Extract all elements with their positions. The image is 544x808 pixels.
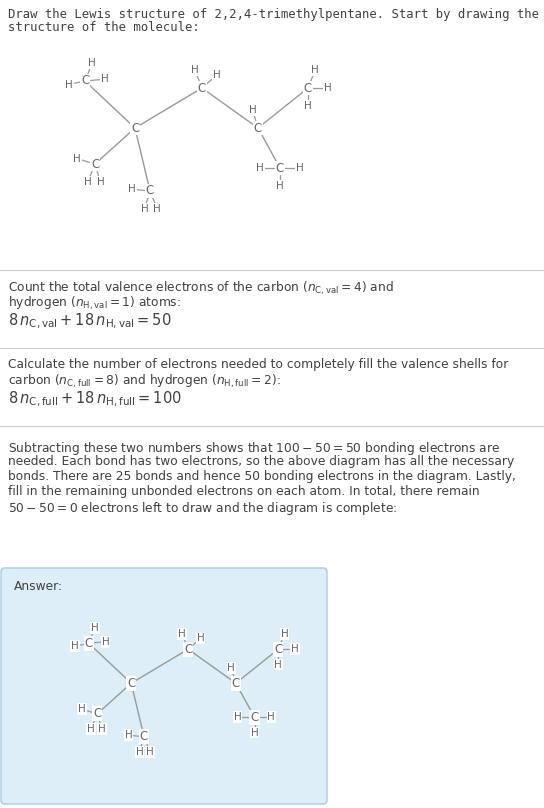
Text: fill in the remaining unbonded electrons on each atom. In total, there remain: fill in the remaining unbonded electrons…	[8, 485, 480, 498]
Text: H: H	[101, 74, 109, 84]
Text: H: H	[96, 177, 104, 187]
Text: H: H	[102, 637, 109, 646]
Text: H: H	[88, 58, 96, 68]
Text: C: C	[304, 82, 312, 95]
Text: H: H	[78, 705, 86, 714]
Text: C: C	[81, 74, 89, 87]
Text: Subtracting these two numbers shows that $100 - 50 = 50$ bonding electrons are: Subtracting these two numbers shows that…	[8, 440, 500, 457]
Text: $50 - 50 = 0$ electrons left to draw and the diagram is complete:: $50 - 50 = 0$ electrons left to draw and…	[8, 500, 397, 517]
Text: C: C	[93, 707, 101, 720]
Text: H: H	[91, 623, 99, 633]
Text: H: H	[234, 712, 242, 722]
Text: H: H	[291, 644, 299, 654]
Text: Answer:: Answer:	[14, 580, 63, 593]
Text: H: H	[87, 724, 95, 734]
Text: H: H	[84, 177, 92, 187]
Text: C: C	[254, 121, 262, 134]
Text: H: H	[249, 105, 256, 115]
Text: H: H	[178, 629, 186, 639]
Text: needed. Each bond has two electrons, so the above diagram has all the necessary: needed. Each bond has two electrons, so …	[8, 455, 514, 468]
Text: Draw the Lewis structure of 2,2,4-trimethylpentane. Start by drawing the overall: Draw the Lewis structure of 2,2,4-trimet…	[8, 8, 544, 21]
Text: C: C	[198, 82, 206, 95]
Text: H: H	[256, 163, 264, 173]
Text: H: H	[191, 65, 199, 75]
Text: bonds. There are 25 bonds and hence 50 bonding electrons in the diagram. Lastly,: bonds. There are 25 bonds and hence 50 b…	[8, 470, 516, 483]
Text: Calculate the number of electrons needed to completely fill the valence shells f: Calculate the number of electrons needed…	[8, 358, 509, 371]
Text: Count the total valence electrons of the carbon ($n_{\mathrm{C,val}} = 4$) and: Count the total valence electrons of the…	[8, 280, 394, 297]
Text: C: C	[250, 711, 258, 724]
Text: H: H	[135, 747, 143, 757]
Text: H: H	[98, 724, 106, 734]
Text: hydrogen ($n_{\mathrm{H,val}} = 1$) atoms:: hydrogen ($n_{\mathrm{H,val}} = 1$) atom…	[8, 295, 181, 312]
Text: C: C	[146, 184, 154, 197]
Text: C: C	[127, 677, 135, 690]
Text: H: H	[276, 181, 284, 191]
Text: structure of the molecule:: structure of the molecule:	[8, 21, 200, 34]
Text: H: H	[324, 83, 332, 93]
Text: C: C	[274, 642, 282, 656]
Text: H: H	[146, 747, 154, 757]
Text: C: C	[276, 162, 284, 175]
Text: H: H	[153, 204, 161, 214]
Text: $8\,n_{\mathrm{C,full}} + 18\,n_{\mathrm{H,full}} = 100$: $8\,n_{\mathrm{C,full}} + 18\,n_{\mathrm…	[8, 390, 182, 410]
Text: carbon ($n_{\mathrm{C,full}} = 8$) and hydrogen ($n_{\mathrm{H,full}} = 2$):: carbon ($n_{\mathrm{C,full}} = 8$) and h…	[8, 373, 281, 390]
Text: C: C	[85, 637, 93, 650]
Text: H: H	[141, 204, 149, 214]
Text: $8\,n_{\mathrm{C,val}} + 18\,n_{\mathrm{H,val}} = 50$: $8\,n_{\mathrm{C,val}} + 18\,n_{\mathrm{…	[8, 312, 171, 331]
Text: H: H	[71, 642, 79, 651]
Text: H: H	[128, 184, 136, 194]
Text: C: C	[131, 121, 139, 134]
Text: H: H	[65, 80, 73, 90]
Text: H: H	[296, 163, 304, 173]
Text: C: C	[91, 158, 99, 170]
Text: H: H	[125, 730, 133, 740]
Text: H: H	[281, 629, 288, 639]
Text: H: H	[73, 154, 81, 163]
Text: H: H	[227, 663, 235, 673]
Text: H: H	[268, 712, 275, 722]
Text: H: H	[311, 65, 319, 75]
Text: C: C	[140, 730, 148, 743]
Text: C: C	[184, 642, 193, 656]
Text: C: C	[232, 677, 240, 690]
Text: H: H	[251, 727, 258, 738]
Text: H: H	[274, 659, 282, 670]
Text: H: H	[304, 101, 312, 111]
FancyBboxPatch shape	[1, 568, 327, 804]
Text: H: H	[213, 70, 220, 81]
Text: H: H	[196, 633, 205, 643]
